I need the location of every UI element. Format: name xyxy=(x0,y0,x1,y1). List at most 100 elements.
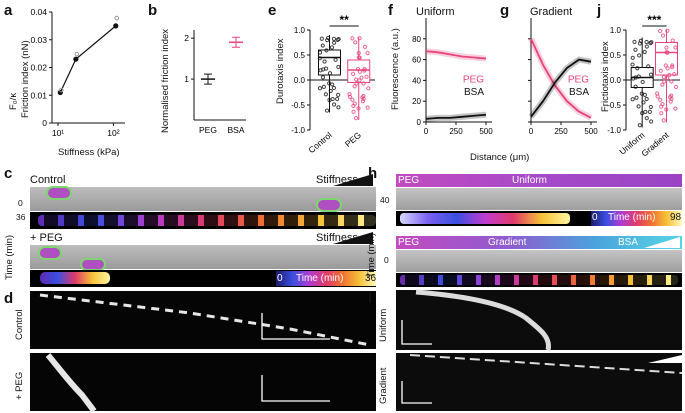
chart-e-dot-1-16 xyxy=(352,84,357,89)
chart-e-dot-1-2 xyxy=(354,81,359,86)
chart-g-legend-bsa: BSA xyxy=(569,87,589,98)
panel-d-control-scalebar xyxy=(261,313,330,340)
panel-h-peg2: PEG xyxy=(398,237,420,248)
chart-e-dot-0-19 xyxy=(320,75,326,80)
chart-f: 0 20 40 60 80 0 250 500 PEG BSA xyxy=(412,18,493,136)
chart-j-dot-1-6 xyxy=(661,118,666,123)
chart-j-dot-0-5 xyxy=(644,39,649,45)
chart-j-ytick-label-2: 0.0 xyxy=(610,76,622,85)
chart-j-dot-0-11 xyxy=(642,49,647,55)
panel-i-uniform-track-line xyxy=(415,289,552,351)
chart-e-dot-1-6 xyxy=(353,116,359,121)
chart-e-dot-0-31 xyxy=(336,36,341,42)
chart-e-dot-0-17 xyxy=(325,108,330,113)
chart-j-dot-1-33 xyxy=(668,95,673,100)
panel-i-uniform-scalebar xyxy=(401,320,432,345)
chart-j-dot-0-10 xyxy=(636,104,641,109)
panel-c-scale-label: Time (min) xyxy=(296,273,344,284)
chart-e-dot-0-28 xyxy=(336,64,341,70)
panel-c-top-label: Control xyxy=(30,174,66,186)
panel-i-letter: i xyxy=(368,290,373,307)
panel-c-colorbar xyxy=(276,271,376,286)
chart-j-dot-0-24 xyxy=(636,74,641,79)
chart-j-cat-1: Gradient xyxy=(639,129,671,158)
panel-h-bsa: BSA xyxy=(618,237,639,248)
chart-e-dot-0-0 xyxy=(321,84,326,89)
chart-e-dot-0-24 xyxy=(323,66,329,71)
chart-j-dot-0-15 xyxy=(640,79,645,85)
a-ytick-label-1: 0.01 xyxy=(30,90,47,100)
panel-h-uniform-bar xyxy=(396,174,682,187)
chart-j-sig-label: *** xyxy=(647,13,661,27)
chart-e-dot-0-15 xyxy=(327,71,333,76)
chart-e-dot-0-8 xyxy=(332,40,337,45)
panel-h-uniform: Uniform xyxy=(512,175,548,186)
panel-g-title: Gradient xyxy=(530,6,573,18)
panel-f-title: Uniform xyxy=(416,6,455,18)
panel-c-control-cell-start xyxy=(48,188,70,198)
b-cat-0: PEG xyxy=(199,125,217,135)
a-ytick-label-3: 0.03 xyxy=(30,35,47,45)
panel-e-letter: e xyxy=(268,2,277,19)
panel-c-peg-cell-start xyxy=(40,248,60,258)
gradient-wedge-shape xyxy=(644,237,680,248)
panel-j-letter: j xyxy=(597,2,602,19)
chart-j-dot-1-31 xyxy=(670,65,675,70)
chart-e-dot-1-11 xyxy=(356,55,361,60)
chart-e-dot-1-15 xyxy=(364,74,369,79)
chart-j-dot-1-5 xyxy=(658,68,663,73)
b-ytick-label-1: 2 xyxy=(184,33,189,43)
chart-j-dot-1-23 xyxy=(673,84,679,90)
panel-c-letter: c xyxy=(4,165,13,182)
chart-f-ytick-label-2: 40 xyxy=(412,76,421,85)
chart-j-dot-0-8 xyxy=(644,44,649,49)
chart-e-dot-0-16 xyxy=(328,88,333,94)
chart-e-dot-0-25 xyxy=(317,50,323,55)
panel-h-peg1: PEG xyxy=(398,175,420,186)
stiffness-wedge-1 xyxy=(333,174,373,186)
chart-e-dot-0-2 xyxy=(322,59,327,64)
panel-h-scale-end: 98 xyxy=(670,212,682,223)
chart-j-dot-1-13 xyxy=(664,45,669,50)
chart-e-dot-1-14 xyxy=(359,75,364,80)
chart-j-dot-1-32 xyxy=(659,104,664,109)
chart-j-dot-0-2 xyxy=(635,66,640,71)
panel-a-ylabel: F₀/κ xyxy=(8,93,19,110)
chart-j-dot-1-25 xyxy=(673,106,678,111)
chart-j-dot-0-33 xyxy=(631,76,636,81)
gradient-wedge xyxy=(644,237,680,248)
chart-j-dot-0-22 xyxy=(647,109,652,114)
chart-e-dot-1-24 xyxy=(353,40,358,45)
chart-j-ytick-label-0: 1.0 xyxy=(610,26,622,35)
panel-h-gradient-cells xyxy=(400,275,678,285)
panel-h-t40: 40 xyxy=(380,195,390,205)
chart-j-dot-0-31 xyxy=(649,40,654,45)
panel-h-uniform-strip xyxy=(396,188,682,210)
chart-g-line-BSA xyxy=(530,58,592,118)
chart-e-dot-0-29 xyxy=(319,36,324,41)
a-point-0 xyxy=(57,89,63,96)
panel-c-t0: 0 xyxy=(18,198,23,208)
a-ytick-label-4: 0.04 xyxy=(30,7,47,17)
panel-d-letter: d xyxy=(4,290,14,307)
chart-e-dot-0-30 xyxy=(336,92,341,97)
chart-g-xtick-label-1: 250 xyxy=(554,127,568,136)
chart-f-ytick-label-0: 0 xyxy=(417,118,422,127)
panel-d-peg-track xyxy=(45,353,330,413)
chart-e-dot-1-18 xyxy=(360,99,366,104)
chart-e-dot-1-1 xyxy=(351,109,356,114)
chart-g: 0 250 500 PEG BSA xyxy=(528,18,598,136)
chart-e-dot-1-33 xyxy=(360,95,365,100)
chart-e-dot-1-7 xyxy=(357,69,362,74)
chart-j-dot-1-17 xyxy=(665,76,670,81)
chart-j-dot-1-20 xyxy=(665,28,670,33)
panel-d-top-label: Control xyxy=(14,309,25,340)
panel-c-scale-start: 0 xyxy=(277,273,283,284)
chart-j-dot-0-14 xyxy=(644,116,649,121)
chart-e: 1.0 0.5 0.0 -0.5 -1.0 Control PEG ** xyxy=(291,13,375,155)
chart-g-xtick-label-2: 500 xyxy=(584,127,598,136)
panel-d-control-track xyxy=(39,293,371,347)
chart-j-dot-0-26 xyxy=(649,119,654,124)
chart-j-dot-1-8 xyxy=(670,38,675,43)
